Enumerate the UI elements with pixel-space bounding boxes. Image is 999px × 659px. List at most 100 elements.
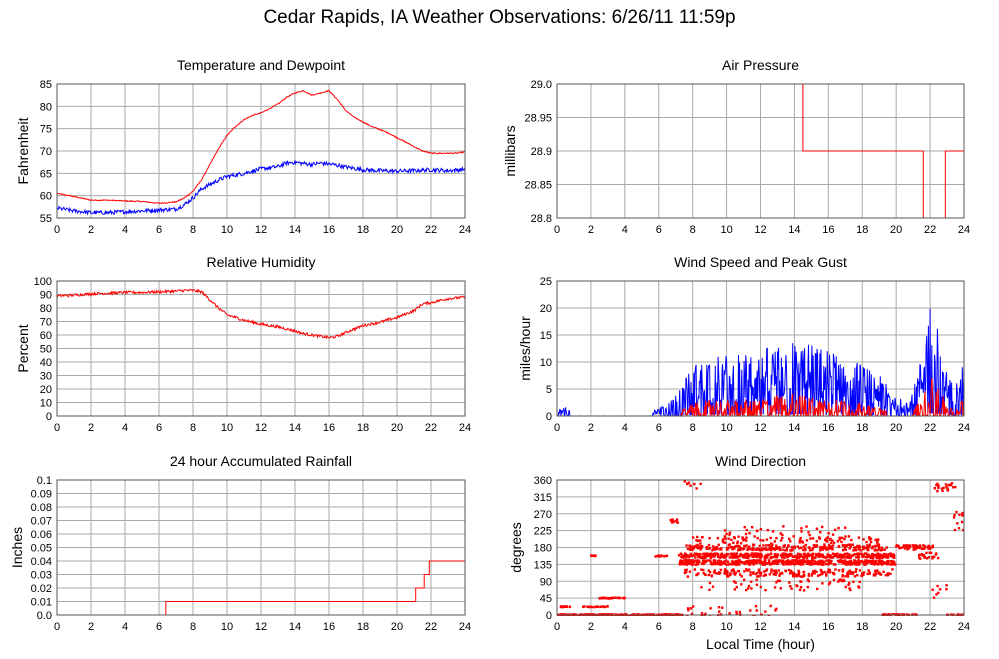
data-point: [749, 554, 753, 557]
data-point: [695, 573, 698, 577]
data-point: [834, 553, 838, 556]
data-point: [922, 547, 926, 550]
data-point: [654, 555, 657, 558]
data-point: [695, 553, 698, 557]
data-point: [891, 553, 894, 557]
data-point: [793, 563, 796, 566]
data-point: [868, 543, 872, 546]
data-point: [741, 548, 745, 551]
data-point: [862, 545, 866, 549]
data-point: [912, 548, 915, 551]
data-point: [712, 562, 715, 566]
data-point: [734, 545, 737, 548]
data-point: [745, 539, 748, 542]
data-point: [698, 561, 701, 564]
data-point: [878, 553, 881, 556]
data-point: [770, 556, 773, 560]
data-point: [729, 572, 732, 575]
data-point: [757, 559, 761, 562]
data-point: [724, 559, 728, 562]
data-point: [756, 552, 760, 556]
data-point: [765, 554, 768, 557]
x-tick-label: 0: [554, 621, 560, 633]
data-point: [752, 547, 755, 550]
data-point: [889, 572, 892, 576]
data-point: [922, 544, 925, 547]
data-point: [844, 555, 847, 558]
y-tick-label: 0.02: [31, 583, 52, 595]
data-point: [810, 548, 814, 552]
data-point: [787, 544, 790, 547]
data-point: [861, 572, 864, 575]
y-tick-label: 65: [40, 168, 52, 180]
data-point: [789, 569, 793, 573]
data-point: [944, 483, 948, 486]
data-point: [754, 548, 757, 551]
x-tick-label: 0: [554, 422, 560, 434]
data-point: [767, 615, 771, 616]
data-point: [691, 563, 695, 566]
data-point: [737, 570, 741, 573]
data-point: [696, 559, 700, 562]
data-point: [789, 585, 792, 588]
data-point: [825, 537, 828, 540]
data-point: [778, 574, 781, 577]
data-point: [833, 563, 836, 566]
data-point: [734, 553, 737, 556]
data-point: [796, 552, 800, 555]
data-point: [715, 545, 719, 549]
data-point: [851, 572, 855, 575]
data-point: [798, 562, 801, 565]
data-point: [751, 555, 754, 559]
data-point: [814, 562, 818, 565]
data-point: [700, 544, 704, 548]
x-tick-label: 18: [357, 621, 369, 633]
data-point: [934, 553, 938, 556]
data-point: [906, 548, 909, 551]
data-point: [800, 530, 803, 533]
data-point: [865, 556, 869, 559]
data-point: [721, 606, 724, 609]
data-point: [814, 544, 817, 547]
data-point: [844, 535, 847, 538]
data-point: [821, 548, 824, 551]
data-point: [728, 573, 732, 577]
data-point: [765, 568, 769, 571]
data-point: [763, 570, 766, 573]
data-point: [877, 545, 881, 548]
series-line-0: [57, 89, 465, 205]
data-point: [843, 552, 847, 556]
data-point: [726, 560, 730, 563]
data-point: [586, 605, 589, 608]
data-point: [699, 545, 702, 548]
data-point: [738, 610, 742, 614]
data-point: [854, 570, 858, 573]
data-point: [752, 563, 756, 566]
data-point: [794, 560, 797, 564]
x-tick-label: 18: [856, 422, 868, 434]
data-point: [771, 543, 774, 546]
data-point: [701, 559, 705, 562]
x-tick-label: 20: [890, 422, 902, 434]
data-point: [802, 570, 806, 574]
data-point: [797, 570, 801, 574]
data-point: [846, 561, 849, 564]
data-point: [867, 569, 870, 572]
x-tick-label: 4: [622, 224, 628, 236]
data-point: [884, 561, 887, 565]
data-point: [764, 559, 767, 562]
data-point: [745, 568, 748, 571]
data-point: [831, 533, 835, 536]
data-point: [840, 554, 844, 557]
data-point: [815, 544, 819, 547]
data-point: [689, 545, 692, 549]
data-point: [717, 610, 721, 613]
data-point: [936, 556, 940, 560]
data-point: [774, 555, 777, 559]
data-point: [773, 559, 776, 563]
x-tick-label: 12: [255, 224, 267, 236]
y-tick-label: 60: [40, 191, 52, 203]
x-tick-label: 14: [289, 422, 301, 434]
data-point: [685, 570, 688, 574]
data-point: [756, 575, 759, 578]
